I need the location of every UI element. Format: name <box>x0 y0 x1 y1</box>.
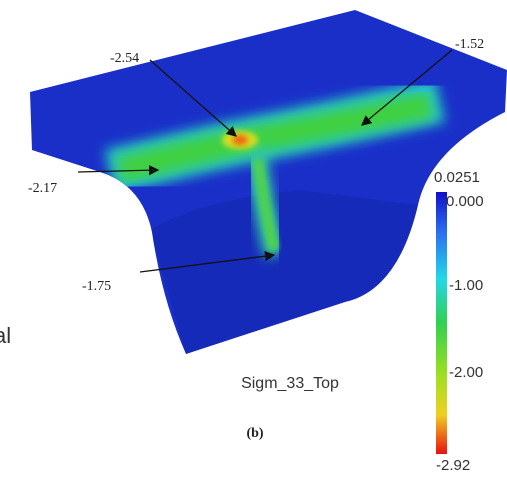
caption: (b) <box>246 426 263 441</box>
margin-text: al <box>0 323 11 348</box>
figure: -2.54 -1.52 -2.17 -1.75 0.0251 0.000 -1.… <box>0 0 507 480</box>
colorbar: 0.0251 0.000 -1.00 -2.00 -2.92 <box>434 169 484 474</box>
annotation: -1.75 <box>82 279 111 294</box>
colorbar-max: 0.0251 <box>434 169 480 186</box>
colorbar-min: -2.92 <box>436 457 470 474</box>
colorbar-tick-label: 0.000 <box>446 193 484 210</box>
colorbar-tick-label: -2.00 <box>449 364 483 381</box>
annotation: -1.52 <box>455 37 484 52</box>
field-label: Sigm_33_Top <box>241 375 339 392</box>
colorbar-gradient <box>436 192 447 454</box>
colorbar-tick-label: -1.00 <box>449 277 483 294</box>
annotation: -2.17 <box>28 181 57 196</box>
annotation: -2.54 <box>110 51 139 66</box>
